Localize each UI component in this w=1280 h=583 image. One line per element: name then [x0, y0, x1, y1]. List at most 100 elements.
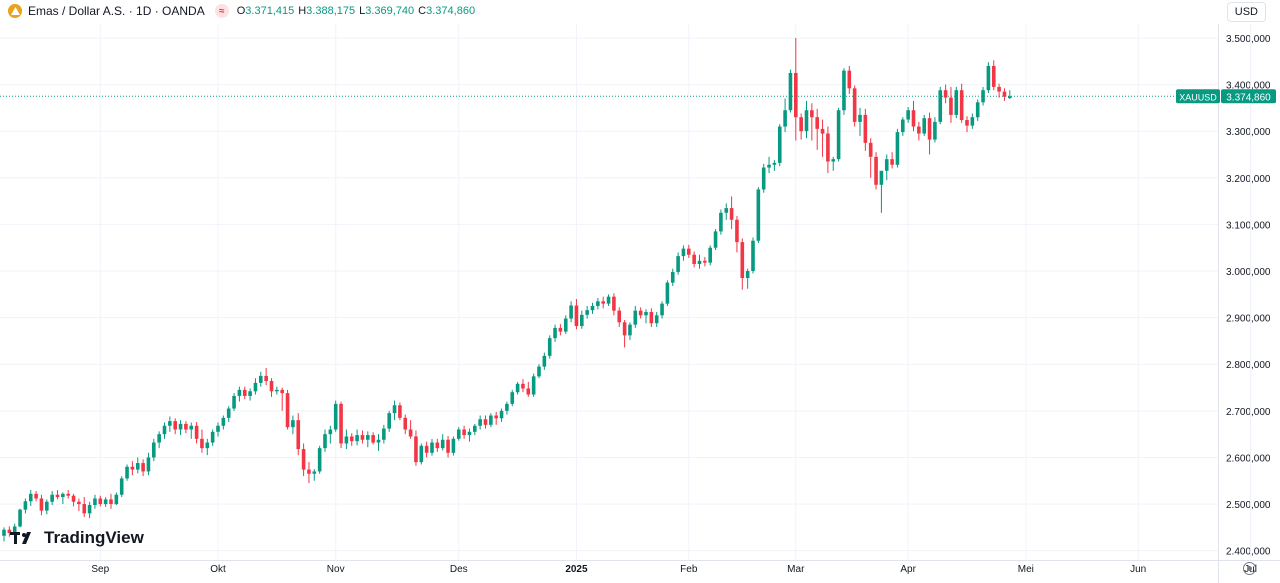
candle-body	[745, 271, 750, 279]
candle-body	[681, 248, 686, 257]
candle-body	[237, 389, 242, 396]
last-price-label: 3.374,860	[1226, 92, 1271, 103]
candle-body	[333, 403, 338, 430]
candle-body	[735, 219, 739, 243]
candle-body	[521, 383, 525, 389]
candle-body	[606, 296, 611, 304]
candle-body	[499, 410, 504, 419]
x-tick-label: Jun	[1130, 564, 1146, 575]
candle-body	[221, 417, 226, 426]
candle-body	[665, 282, 670, 304]
candle-body	[232, 395, 236, 409]
candle-body	[184, 423, 188, 430]
candle-body	[938, 90, 943, 122]
chart-header: Emas / Dollar A.S. · 1D · OANDA ≈ O3.371…	[0, 0, 479, 22]
candle-body	[344, 436, 349, 444]
candle-body	[152, 442, 156, 458]
candle-body	[178, 423, 183, 430]
candle-body	[317, 448, 322, 472]
candle-body	[269, 381, 274, 392]
candle-body	[462, 429, 466, 436]
candle-body	[1008, 96, 1012, 99]
candle-body	[612, 296, 616, 311]
candle-body	[200, 438, 204, 449]
tradingview-logo-icon	[10, 532, 31, 544]
candle-body	[301, 449, 306, 470]
candle-body	[858, 114, 862, 122]
candle-body	[922, 118, 926, 134]
candle-body	[847, 70, 852, 89]
x-tick-label: Des	[450, 564, 468, 575]
x-tick-label: Nov	[327, 564, 345, 575]
candle-body	[596, 301, 600, 306]
gold-coin-icon	[8, 4, 22, 18]
y-tick-label: 3.400,000	[1226, 81, 1271, 92]
candle-body	[473, 425, 477, 432]
candle-body	[135, 463, 140, 470]
candle-body	[788, 72, 793, 111]
candle-body	[633, 310, 638, 325]
ohlc-high: H3.388,175	[298, 5, 356, 17]
candle-body	[879, 170, 884, 185]
candle-body	[713, 231, 718, 248]
candle-body	[146, 457, 151, 472]
candle-body	[949, 97, 953, 115]
ohlc-low: L3.369,740	[359, 5, 415, 17]
candle-body	[66, 493, 70, 496]
candle-body	[810, 110, 814, 118]
candle-body	[392, 405, 397, 414]
candle-body	[55, 494, 60, 498]
y-tick-label: 3.000,000	[1226, 267, 1271, 278]
candle-body	[970, 117, 975, 126]
candle-body	[890, 159, 894, 165]
candle-body	[622, 322, 627, 336]
candle-body	[997, 86, 1001, 92]
candle-body	[638, 310, 643, 316]
candle-body	[87, 505, 92, 514]
candle-body	[804, 110, 809, 132]
candle-body	[494, 415, 498, 419]
candle-body	[440, 439, 445, 449]
candle-body	[772, 162, 777, 165]
candle-body	[194, 425, 199, 439]
x-tick-label: Mar	[787, 564, 805, 575]
candle-body	[767, 164, 771, 168]
gear-icon[interactable]	[1243, 562, 1256, 575]
candle-body	[366, 435, 370, 440]
symbol-badge	[1176, 89, 1220, 104]
candle-body	[210, 431, 215, 443]
candle-body	[906, 110, 910, 120]
candle-body	[826, 133, 830, 162]
candle-body	[580, 314, 584, 327]
last-price-badge	[1221, 89, 1276, 104]
candle-body	[708, 247, 712, 263]
y-tick-label: 3.500,000	[1226, 34, 1271, 45]
currency-button[interactable]: USD	[1226, 2, 1266, 22]
candle-body	[435, 442, 440, 449]
candle-body	[173, 421, 177, 430]
x-tick-label: Apr	[900, 564, 916, 575]
candle-body	[842, 70, 846, 111]
candle-body	[542, 355, 547, 367]
candle-body	[312, 471, 317, 474]
candle-body	[360, 435, 365, 440]
candle-body	[125, 466, 129, 479]
candle-body	[794, 72, 798, 118]
candle-body	[478, 419, 482, 426]
candle-body	[424, 445, 429, 453]
candle-body	[585, 310, 589, 315]
candle-body	[328, 429, 333, 435]
y-tick-label: 3.100,000	[1226, 220, 1271, 231]
candle-body	[526, 388, 531, 395]
compare-icon[interactable]: ≈	[214, 4, 229, 18]
candle-body	[724, 208, 729, 213]
candle-body	[226, 408, 231, 418]
candle-body	[7, 529, 12, 533]
candle-body	[553, 327, 557, 339]
candle-body	[569, 305, 573, 319]
candle-body	[259, 375, 263, 383]
candle-body	[901, 119, 905, 133]
candle-body	[451, 438, 456, 453]
symbol-title[interactable]: Emas / Dollar A.S. · 1D · OANDA	[28, 4, 205, 18]
